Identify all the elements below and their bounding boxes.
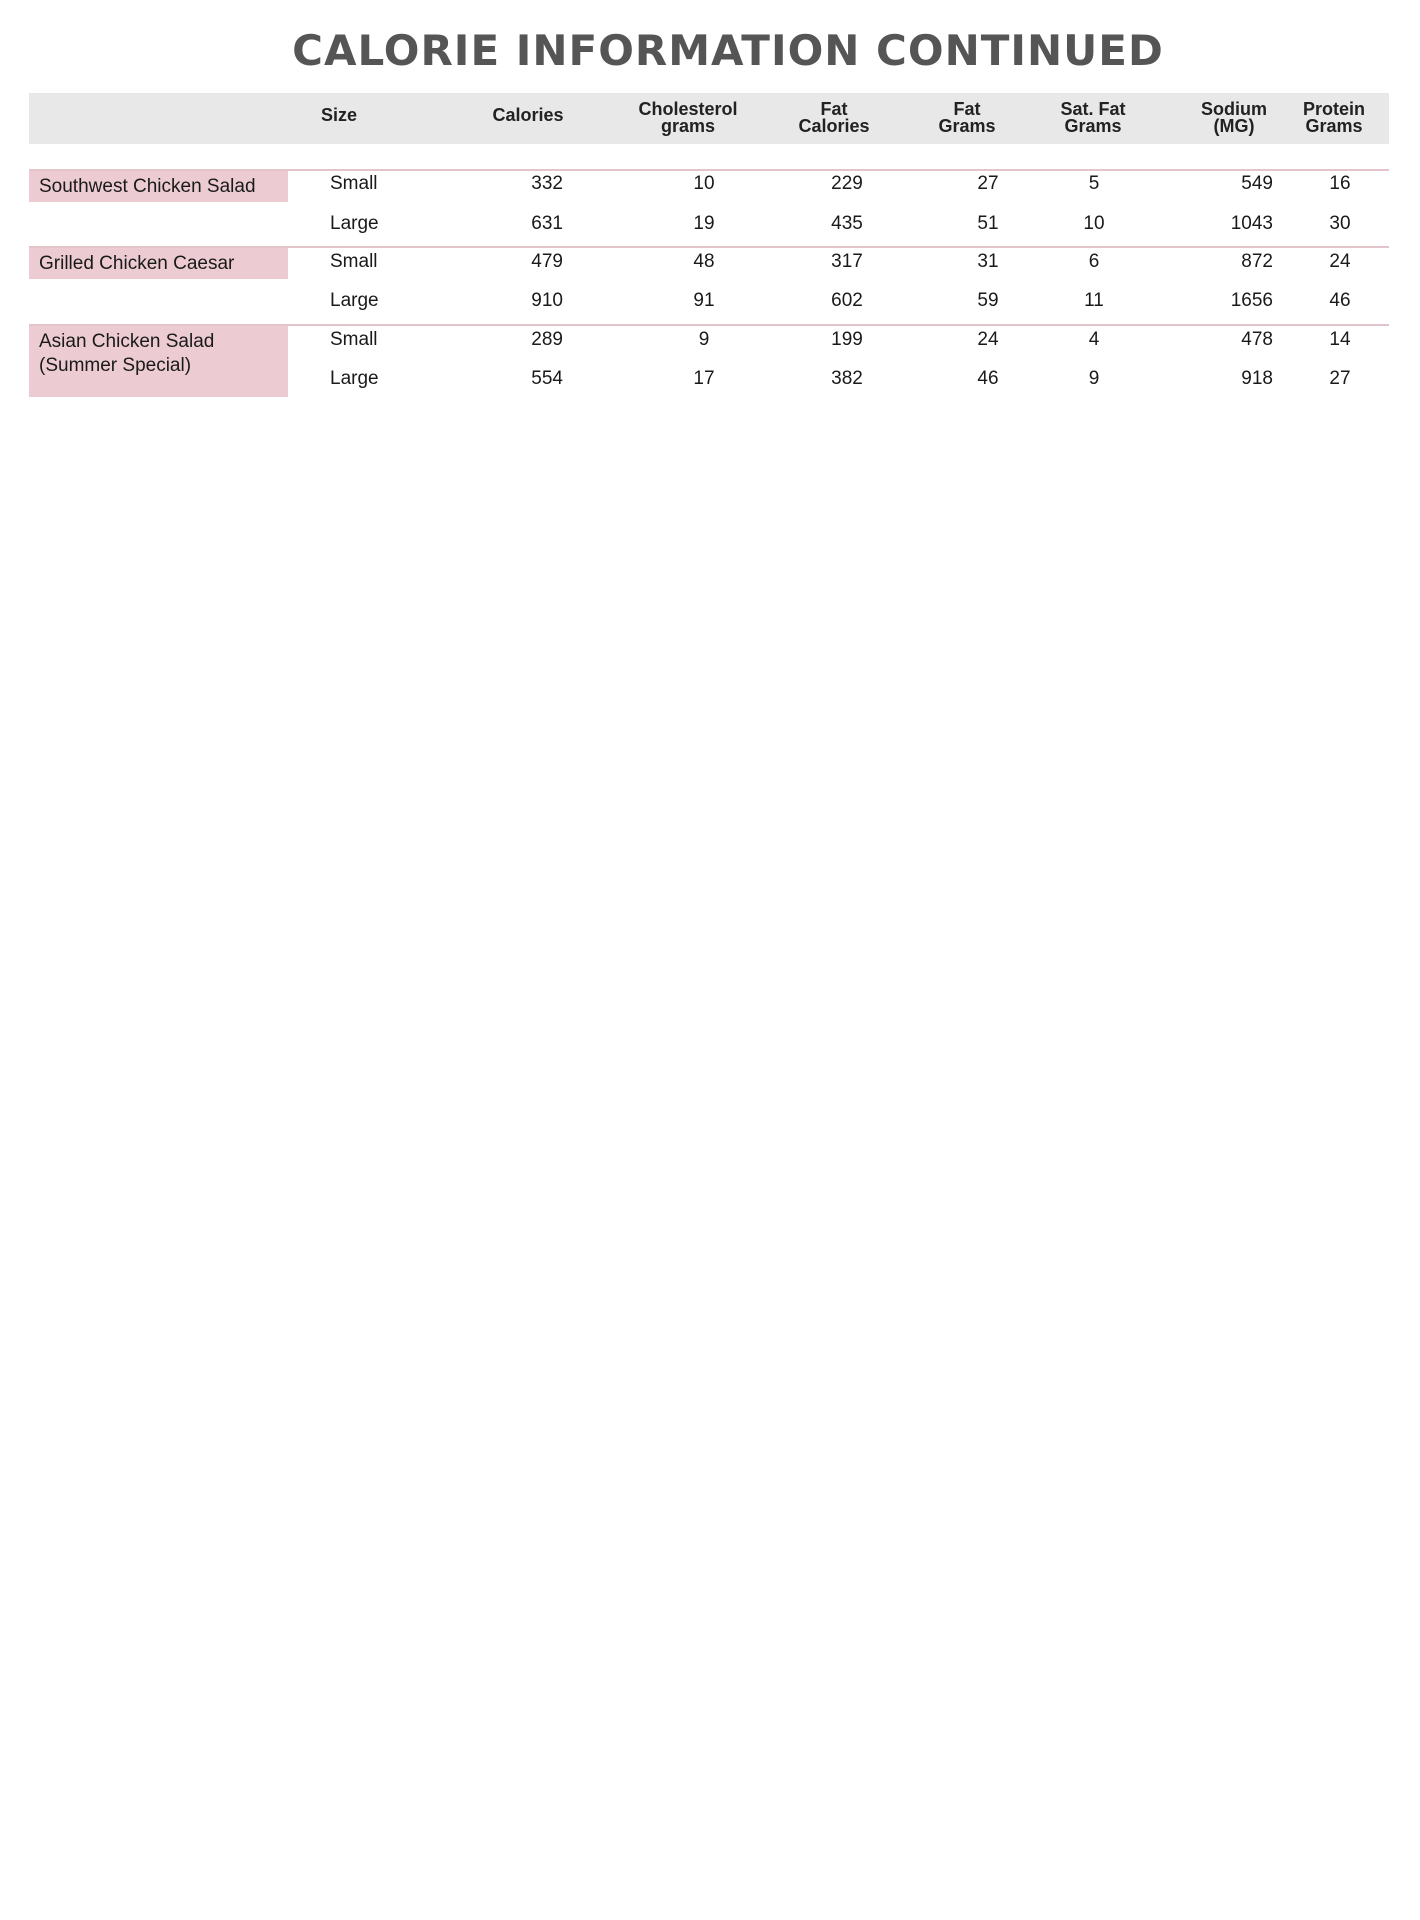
column-header: Fat Grams xyxy=(938,99,996,136)
value-cell: 9 xyxy=(1088,368,1100,389)
column-header-line: Grams xyxy=(1305,116,1363,136)
value-cell: 554 xyxy=(531,368,563,389)
value-cell: 549 xyxy=(1241,173,1273,194)
column-header: Size xyxy=(320,105,358,125)
value-cell: 479 xyxy=(531,251,563,272)
column-header: Fat Calories xyxy=(798,99,870,136)
column-header: Cholesterol grams xyxy=(638,99,738,136)
column-header-line: Size xyxy=(320,105,358,125)
value-cell: 435 xyxy=(831,213,863,234)
value-cell: 918 xyxy=(1241,368,1273,389)
item-name: Southwest Chicken Salad xyxy=(29,171,288,202)
value-cell: 229 xyxy=(831,173,863,194)
value-cell: 199 xyxy=(831,329,863,350)
value-cell: 11 xyxy=(1084,290,1104,311)
column-header-line: Cholesterol xyxy=(638,99,738,119)
column-header-line: Sat. Fat xyxy=(1060,99,1126,119)
column-header-line: Calories xyxy=(798,116,870,136)
table-header xyxy=(29,93,1389,144)
column-header: Sat. Fat Grams xyxy=(1060,99,1126,136)
value-cell: 59 xyxy=(977,290,999,311)
value-cell: 51 xyxy=(977,213,999,234)
value-cell: 9 xyxy=(698,329,710,350)
column-header-line: grams xyxy=(660,116,716,136)
column-header: Sodium (MG) xyxy=(1201,99,1267,136)
size-cell: Large xyxy=(330,368,379,389)
column-header-line: Fat xyxy=(953,99,981,119)
size-cell: Small xyxy=(330,173,378,194)
value-cell: 1656 xyxy=(1230,290,1273,311)
value-cell: 1043 xyxy=(1230,213,1273,234)
column-header-line: Protein xyxy=(1302,99,1366,119)
column-header-line: Grams xyxy=(938,116,996,136)
item-name: Asian Chicken Salad (Summer Special) xyxy=(29,326,288,397)
value-cell: 478 xyxy=(1241,329,1273,350)
group-divider xyxy=(29,324,1389,326)
value-cell: 910 xyxy=(531,290,563,311)
value-cell: 24 xyxy=(977,329,999,350)
value-cell: 48 xyxy=(693,251,715,272)
value-cell: 602 xyxy=(831,290,863,311)
value-cell: 27 xyxy=(977,173,999,194)
column-header-line: Sodium xyxy=(1201,99,1267,119)
value-cell: 91 xyxy=(693,290,715,311)
size-cell: Large xyxy=(330,213,379,234)
page-title: CALORIE INFORMATION CONTINUED xyxy=(292,26,1164,75)
column-header: Protein Grams xyxy=(1302,99,1366,136)
value-cell: 24 xyxy=(1329,251,1351,272)
size-cell: Small xyxy=(330,329,378,350)
value-cell: 46 xyxy=(977,368,999,389)
value-cell: 332 xyxy=(531,173,563,194)
value-cell: 31 xyxy=(977,251,999,272)
column-header-line: Calories xyxy=(492,105,564,125)
value-cell: 10 xyxy=(1083,213,1105,234)
value-cell: 10 xyxy=(693,173,715,194)
value-cell: 6 xyxy=(1088,251,1100,272)
value-cell: 289 xyxy=(531,329,563,350)
value-cell: 27 xyxy=(1329,368,1351,389)
value-cell: 631 xyxy=(531,213,563,234)
column-header-line: (MG) xyxy=(1213,116,1255,136)
group-divider xyxy=(29,246,1389,248)
value-cell: 16 xyxy=(1329,173,1351,194)
value-cell: 19 xyxy=(693,213,715,234)
value-cell: 4 xyxy=(1088,329,1100,350)
value-cell: 46 xyxy=(1329,290,1351,311)
column-header-line: Fat xyxy=(820,99,848,119)
value-cell: 872 xyxy=(1241,251,1273,272)
value-cell: 382 xyxy=(831,368,863,389)
item-name: Grilled Chicken Caesar xyxy=(29,248,288,279)
value-cell: 5 xyxy=(1088,173,1100,194)
column-header: Calories xyxy=(492,105,564,125)
size-cell: Large xyxy=(330,290,379,311)
value-cell: 17 xyxy=(693,368,715,389)
value-cell: 30 xyxy=(1329,213,1351,234)
column-header-line: Grams xyxy=(1064,116,1122,136)
group-divider xyxy=(29,169,1389,171)
size-cell: Small xyxy=(330,251,378,272)
value-cell: 14 xyxy=(1329,329,1351,350)
value-cell: 317 xyxy=(831,251,863,272)
